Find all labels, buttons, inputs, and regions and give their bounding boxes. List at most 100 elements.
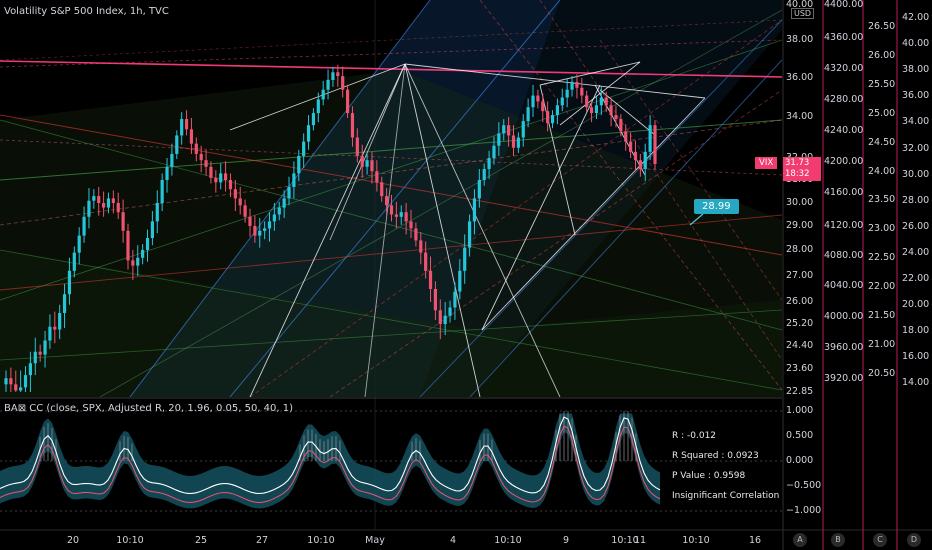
trend-line[interactable] bbox=[0, 39, 781, 68]
trend-line[interactable] bbox=[129, 0, 431, 397]
correlation-stats: R : -0.012 R Squared : 0.0923 P Value : … bbox=[672, 426, 779, 506]
annotation-callout[interactable]: 28.99 bbox=[694, 199, 739, 214]
indicator-label[interactable]: BA⊠ CC (close, SPX, Adjusted R, 20, 1.96… bbox=[4, 403, 294, 414]
candle bbox=[497, 122, 501, 156]
candle bbox=[28, 351, 32, 392]
pane-letter-badge[interactable]: C bbox=[873, 533, 887, 547]
symbol-title[interactable]: Volatility S&P 500 Index, 1h, TVC bbox=[4, 6, 169, 17]
candle bbox=[502, 119, 506, 141]
trend-line[interactable] bbox=[404, 63, 561, 397]
trend-line[interactable] bbox=[599, 89, 656, 136]
d-tick-label: 38.00 bbox=[902, 64, 930, 76]
candle bbox=[136, 245, 140, 276]
candle bbox=[228, 173, 233, 198]
candle bbox=[302, 133, 306, 168]
trend-line[interactable] bbox=[479, 0, 782, 391]
c-tick-label: 20.50 bbox=[868, 367, 896, 379]
candle bbox=[443, 302, 447, 335]
pane-letter-badge[interactable]: A bbox=[793, 533, 807, 547]
trend-line[interactable] bbox=[249, 63, 406, 397]
candle bbox=[638, 153, 642, 177]
c-tick-label: 24.00 bbox=[868, 165, 896, 177]
time-tick-label: 16 bbox=[748, 535, 762, 546]
trend-line[interactable] bbox=[0, 114, 782, 256]
trend-line[interactable] bbox=[404, 63, 706, 99]
trend-line[interactable] bbox=[329, 89, 782, 397]
candle bbox=[101, 191, 106, 217]
candle bbox=[467, 214, 472, 257]
trend-line[interactable] bbox=[229, 0, 561, 397]
trend-line[interactable] bbox=[329, 63, 406, 241]
bar-countdown: 18:32 bbox=[785, 169, 810, 179]
trend-line[interactable] bbox=[364, 63, 406, 397]
candle bbox=[223, 161, 228, 192]
candle bbox=[331, 66, 335, 87]
trend-line[interactable] bbox=[539, 61, 641, 86]
candle bbox=[33, 337, 37, 376]
candle bbox=[58, 304, 62, 340]
trend-line[interactable] bbox=[0, 39, 782, 301]
trend-line[interactable] bbox=[0, 309, 782, 361]
candle bbox=[170, 143, 174, 176]
trend-line[interactable] bbox=[0, 119, 782, 331]
candle bbox=[326, 69, 330, 100]
pane-letter-badge[interactable]: B bbox=[831, 533, 845, 547]
trend-line[interactable] bbox=[469, 59, 782, 397]
trend-line[interactable] bbox=[0, 214, 782, 291]
trend-line[interactable] bbox=[481, 84, 601, 331]
d-tick-label: 16.00 bbox=[902, 351, 930, 363]
candle bbox=[453, 282, 457, 320]
trend-line[interactable] bbox=[0, 139, 782, 176]
trend-line[interactable] bbox=[0, 19, 782, 61]
trend-line[interactable] bbox=[0, 119, 782, 226]
trend-line[interactable] bbox=[481, 97, 706, 331]
candle bbox=[233, 180, 237, 212]
time-tick-label: 25 bbox=[194, 535, 208, 546]
c-tick-label: 23.50 bbox=[868, 194, 896, 206]
time-tick-label: 20 bbox=[66, 535, 80, 546]
trend-drawings[interactable] bbox=[0, 0, 782, 397]
candle bbox=[92, 189, 96, 209]
candle bbox=[507, 117, 511, 147]
candle bbox=[311, 108, 316, 131]
candle bbox=[560, 88, 564, 112]
candle bbox=[189, 118, 194, 154]
candle bbox=[243, 199, 247, 223]
candle bbox=[633, 140, 638, 172]
candle bbox=[360, 144, 364, 178]
candle bbox=[67, 257, 72, 305]
trend-line[interactable] bbox=[539, 84, 576, 236]
main-tick-label: 29.00 bbox=[786, 220, 814, 231]
stat-r: R : -0.012 bbox=[672, 431, 717, 441]
stat-r-squared: R Squared : 0.0923 bbox=[672, 451, 759, 461]
correlation-lower-line bbox=[0, 425, 661, 503]
candle bbox=[550, 110, 555, 129]
trend-line[interactable] bbox=[249, 19, 782, 397]
candle bbox=[126, 223, 130, 270]
trend-line[interactable] bbox=[539, 0, 782, 361]
candle bbox=[482, 163, 486, 186]
candle bbox=[643, 143, 647, 182]
trend-line[interactable] bbox=[599, 39, 782, 301]
candle bbox=[604, 91, 608, 113]
main-tick-label: 36.00 bbox=[786, 72, 814, 83]
candle bbox=[48, 314, 52, 349]
vix-price-badge[interactable]: 31.73 18:32 bbox=[783, 157, 821, 181]
time-tick-label: 10:10 bbox=[116, 535, 144, 546]
candle bbox=[209, 161, 213, 184]
trend-line[interactable] bbox=[419, 19, 782, 397]
trend-line[interactable] bbox=[404, 63, 481, 397]
candle bbox=[599, 86, 603, 116]
main-tick-label: 25.20 bbox=[786, 318, 814, 329]
trend-line[interactable] bbox=[229, 63, 406, 131]
time-tick-label: 10:10 bbox=[682, 535, 710, 546]
candle bbox=[404, 203, 408, 235]
trend-line[interactable] bbox=[559, 61, 641, 126]
spx-tick-label: 4400.00 bbox=[824, 0, 864, 10]
spx-tick-label: 4360.00 bbox=[824, 32, 864, 43]
trend-line[interactable] bbox=[0, 249, 782, 391]
pane-letter-badge[interactable]: D bbox=[907, 533, 921, 547]
candle bbox=[419, 232, 423, 265]
candle bbox=[350, 106, 355, 147]
